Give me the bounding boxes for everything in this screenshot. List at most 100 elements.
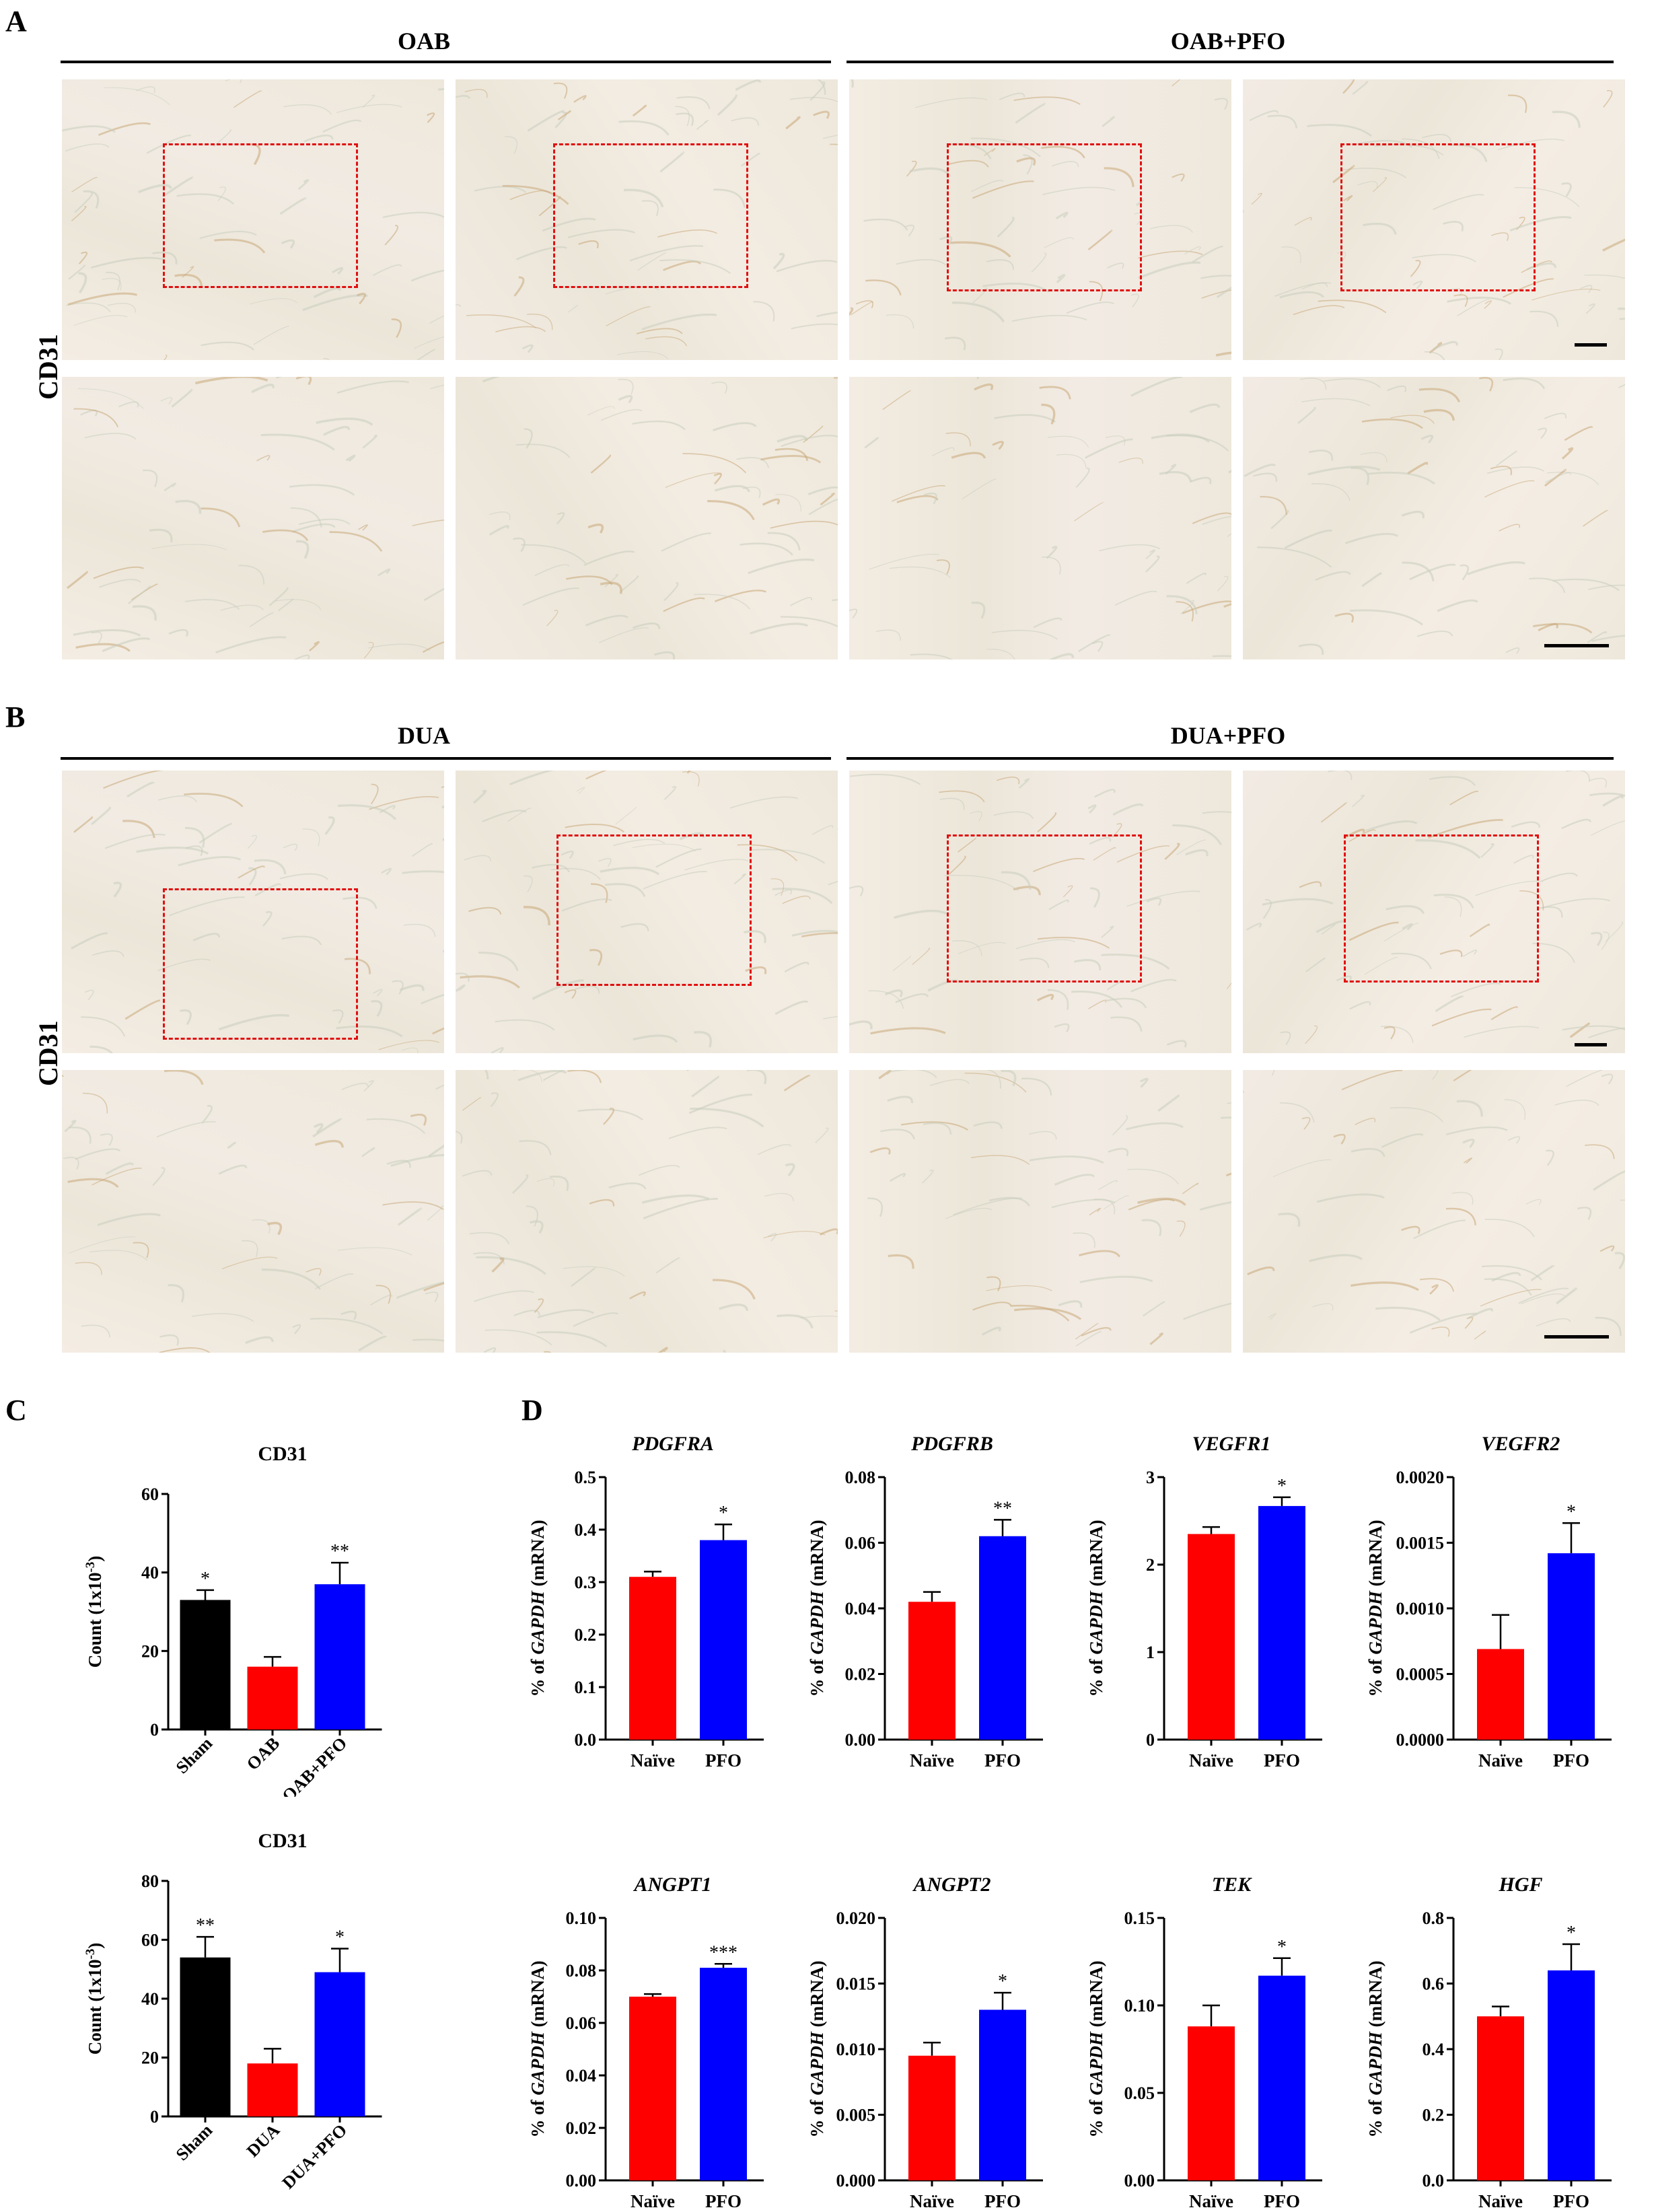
tissue-fiber: [1599, 1245, 1615, 1252]
tissue-fiber: [1561, 818, 1591, 830]
tissue-fiber: [775, 1000, 809, 1015]
y-tick-label: 0.05: [1124, 2083, 1155, 2103]
tissue-fiber: [184, 599, 240, 610]
tissue-fiber: [474, 1290, 534, 1302]
tissue-fiber: [412, 519, 444, 526]
tissue-fiber: [1225, 1172, 1231, 1177]
significance-marker: ***: [709, 1942, 737, 1963]
tissue-fiber: [91, 806, 111, 826]
tissue-fiber: [1081, 1326, 1112, 1337]
tissue-fiber: [1075, 1331, 1102, 1347]
x-tick-label: Sham: [172, 2120, 217, 2164]
tissue-fiber: [1496, 450, 1517, 466]
tissue-fiber: [1375, 1306, 1441, 1321]
y-axis-label: % of GAPDH (mRNA): [528, 1520, 548, 1697]
tissue-fiber: [1137, 1197, 1186, 1206]
tissue-fiber: [262, 911, 273, 927]
tissue-fiber: [336, 104, 402, 114]
tissue-fiber: [1490, 232, 1509, 242]
y-axis-label: % of GAPDH (mRNA): [807, 1520, 827, 1697]
y-axis-label: % of GAPDH (mRNA): [807, 1960, 827, 2137]
tissue-fiber: [390, 1153, 444, 1167]
tissue-fiber: [815, 1127, 829, 1143]
tissue-fiber: [896, 258, 947, 266]
panel-label-d: D: [521, 1394, 543, 1427]
tissue-fiber: [64, 1120, 77, 1133]
tissue-fiber: [253, 326, 289, 345]
x-tick-label: PFO: [984, 1750, 1021, 1767]
tissue-fiber: [281, 239, 295, 249]
tissue-fiber: [645, 336, 688, 347]
bar: [1258, 1975, 1305, 2180]
tissue-fiber: [1184, 246, 1201, 254]
tissue-fiber: [1480, 843, 1495, 858]
tissue-fiber: [1126, 890, 1200, 907]
tissue-fiber: [217, 186, 226, 201]
tissue-fiber: [534, 564, 570, 577]
tissue-fiber: [1085, 438, 1133, 459]
tissue-fiber: [932, 447, 955, 456]
tissue-fiber: [1202, 811, 1231, 814]
tissue-fiber: [657, 229, 717, 238]
tissue-fiber: [849, 1020, 873, 1030]
tissue-fiber: [661, 532, 712, 552]
tissue-fiber: [777, 1314, 814, 1329]
tissue-fiber: [1202, 515, 1231, 526]
tissue-fiber: [740, 542, 793, 556]
tissue-fiber: [1541, 872, 1578, 882]
tissue-fiber: [1391, 952, 1432, 970]
tissue-fiber: [851, 301, 873, 316]
tissue-fiber: [643, 1197, 718, 1219]
tissue-fiber: [429, 315, 444, 324]
tissue-fiber: [553, 82, 568, 99]
tissue-fiber: [1357, 181, 1378, 188]
tissue-fiber: [1143, 1301, 1165, 1317]
tissue-fiber: [589, 949, 603, 966]
tissue-fiber: [1484, 480, 1535, 498]
tissue-fiber: [373, 989, 383, 997]
tissue-fiber: [1429, 342, 1443, 354]
bar: [979, 1536, 1026, 1740]
tissue-fiber: [378, 1040, 439, 1050]
tissue-fiber: [396, 1281, 444, 1299]
tissue-fiber: [1601, 931, 1610, 950]
tissue-fiber: [633, 1034, 678, 1043]
tissue-fiber: [295, 540, 310, 559]
tissue-fiber: [1112, 803, 1144, 816]
y-tick-label: 0.8: [1423, 1908, 1445, 1928]
roi-box: [947, 143, 1142, 291]
tissue-fiber: [421, 993, 444, 1005]
tissue-fiber: [509, 190, 551, 201]
tissue-fiber: [971, 601, 986, 619]
tissue-fiber: [715, 590, 766, 602]
tissue-fiber: [781, 434, 838, 448]
tissue-fiber: [770, 878, 784, 896]
tissue-fiber: [585, 771, 607, 780]
significance-marker: *: [335, 1927, 345, 1948]
tissue-fiber: [80, 409, 98, 417]
roi-box: [163, 888, 358, 1040]
tissue-fiber: [936, 559, 950, 575]
tissue-fiber: [895, 993, 929, 1003]
tissue-fiber: [417, 349, 436, 360]
tissue-fiber: [1262, 898, 1272, 919]
tissue-fiber: [1262, 898, 1334, 906]
tissue-fiber: [69, 1126, 92, 1144]
tissue-fiber: [832, 599, 838, 602]
tissue-fiber: [888, 1070, 937, 1079]
tissue-fiber: [1490, 465, 1512, 476]
tissue-fiber: [1274, 282, 1332, 297]
tissue-fiber: [808, 498, 838, 515]
tissue-fiber: [1433, 341, 1458, 350]
tissue-fiber: [1566, 1070, 1604, 1087]
x-tick-label: PFO: [1553, 1750, 1589, 1767]
tissue-fiber: [900, 1121, 969, 1131]
tissue-fiber: [994, 414, 1056, 423]
tissue-fiber: [1401, 511, 1425, 519]
tissue-fiber: [772, 252, 785, 270]
tissue-fiber: [521, 344, 534, 353]
y-tick-label: 0.1: [575, 1678, 597, 1697]
tissue-fiber: [468, 906, 502, 915]
tissue-fiber: [1521, 1293, 1565, 1305]
tissue-fiber: [62, 1075, 64, 1077]
